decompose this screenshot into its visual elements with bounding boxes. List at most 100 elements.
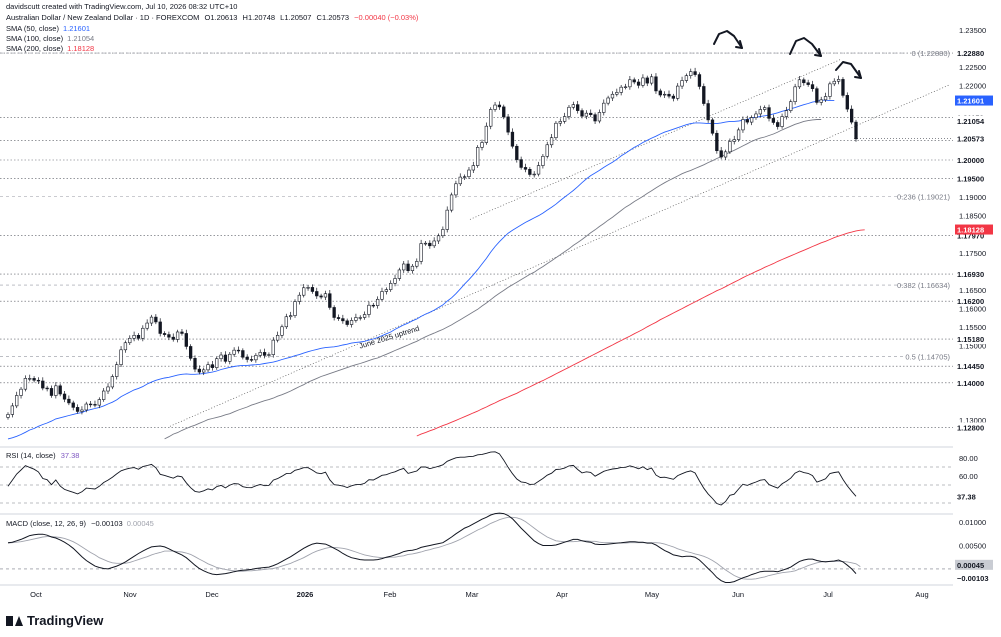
candle-down xyxy=(328,293,332,308)
candle xyxy=(354,313,358,323)
candle-up xyxy=(641,77,645,86)
candle xyxy=(302,284,306,298)
candle-up xyxy=(554,122,558,139)
candle xyxy=(732,135,736,145)
candle-up xyxy=(206,364,210,371)
candle-down xyxy=(502,106,506,118)
candle-down xyxy=(771,118,776,123)
candle xyxy=(193,355,197,373)
level-label-bg xyxy=(955,173,993,184)
level-label: 1.14000 xyxy=(957,379,984,388)
macd-legend[interactable]: MACD (close, 12, 26, 9) −0.00103 0.00045 xyxy=(6,519,154,528)
candle-down xyxy=(593,114,597,122)
candle-up xyxy=(84,403,88,411)
level-label: 1.16930 xyxy=(957,270,984,279)
candle xyxy=(167,331,171,341)
candle-up xyxy=(380,291,384,300)
candle-down xyxy=(589,112,593,115)
candle-up xyxy=(175,331,180,340)
candle xyxy=(745,115,749,125)
candle xyxy=(141,325,145,342)
candle-up xyxy=(819,99,823,103)
candle xyxy=(458,173,462,186)
tradingview-logo[interactable]: TradingView xyxy=(6,613,103,628)
candle xyxy=(375,296,380,309)
time-tick-label: Apr xyxy=(556,590,568,599)
candle xyxy=(636,79,641,89)
candle-up xyxy=(484,125,489,143)
candle xyxy=(171,333,175,342)
candle xyxy=(628,76,632,90)
price-tick-label: 1.16500 xyxy=(959,286,986,295)
candle-down xyxy=(519,159,523,168)
candle-up xyxy=(354,317,358,321)
sma-50-legend[interactable]: SMA (50, close) 1.21601 xyxy=(6,24,90,33)
level-label-bg xyxy=(955,334,993,345)
candle xyxy=(667,90,671,99)
candle xyxy=(284,313,288,329)
price-tick-label: 1.16000 xyxy=(959,305,986,314)
candle xyxy=(19,386,23,399)
candle-up xyxy=(132,335,136,339)
candle xyxy=(219,352,223,362)
symbol-name[interactable]: Australian Dollar / New Zealand Dollar ·… xyxy=(6,13,200,22)
candle-down xyxy=(58,385,62,395)
candle-up xyxy=(562,116,567,122)
candle xyxy=(393,274,397,287)
candle xyxy=(67,395,71,406)
candle-down xyxy=(510,131,515,147)
uptrend-line-upper xyxy=(469,59,841,220)
candles xyxy=(6,67,858,420)
candle-up xyxy=(432,240,436,247)
level-label-bg xyxy=(955,269,993,280)
candle xyxy=(262,348,267,359)
sma-50-value: 1.21601 xyxy=(62,24,91,33)
candle xyxy=(593,112,597,124)
candle-down xyxy=(515,145,519,160)
pattern-arrow xyxy=(713,30,743,49)
candle-down xyxy=(223,354,228,362)
macd-signal-value: 0.00045 xyxy=(126,519,154,528)
level-label-bg xyxy=(955,296,993,307)
pattern-arrow-head xyxy=(854,70,862,79)
candle-down xyxy=(767,107,771,119)
candle-up xyxy=(128,337,132,344)
candle xyxy=(697,72,702,90)
candle xyxy=(828,81,832,100)
sma-200-legend[interactable]: SMA (200, close) 1.18128 xyxy=(6,44,94,53)
level-label-bg xyxy=(955,155,993,165)
candle xyxy=(836,75,841,85)
candle xyxy=(71,400,75,411)
price-tag: 1.20573 xyxy=(957,135,984,144)
sma-200-label: SMA (200, close) xyxy=(6,44,64,53)
candle-up xyxy=(663,93,667,96)
candle-down xyxy=(715,132,719,152)
candle xyxy=(676,83,680,101)
candle-up xyxy=(741,119,745,131)
candle-up xyxy=(280,326,284,336)
candle-up xyxy=(410,265,415,271)
candle xyxy=(471,161,475,173)
candle xyxy=(741,116,745,133)
candle xyxy=(228,352,232,365)
rsi-tick-label: 60.00 xyxy=(959,472,978,481)
candle-up xyxy=(271,339,275,355)
price-tick-label: 1.22000 xyxy=(959,82,986,91)
candle-up xyxy=(389,283,393,290)
candle-up xyxy=(436,235,441,242)
candle xyxy=(815,86,819,105)
price-tag-bg xyxy=(955,133,993,144)
candle-down xyxy=(845,95,849,110)
candle-up xyxy=(80,409,84,412)
time-tick-label: Feb xyxy=(384,590,397,599)
level-label-bg xyxy=(955,230,993,241)
rsi-value-tag-bg xyxy=(955,491,993,502)
candle xyxy=(254,353,258,363)
candle xyxy=(415,258,419,269)
candle-down xyxy=(406,263,410,271)
candle xyxy=(462,174,467,181)
rsi-legend[interactable]: RSI (14, close) 37.38 xyxy=(6,451,79,460)
sma-100-legend[interactable]: SMA (100, close) 1.21054 xyxy=(6,34,94,43)
candle xyxy=(367,301,371,318)
